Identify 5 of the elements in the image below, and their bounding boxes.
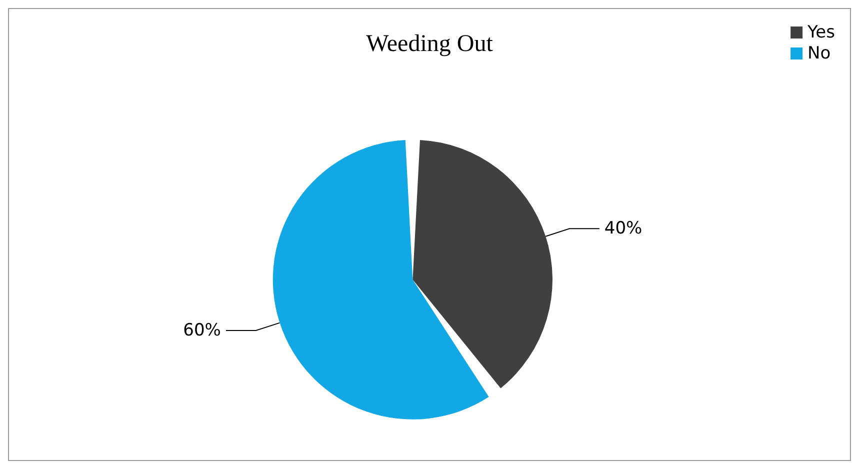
legend-label: No bbox=[808, 44, 831, 64]
data-label: 40% bbox=[604, 218, 642, 239]
chart-title: Weeding Out bbox=[366, 31, 494, 57]
legend-label: Yes bbox=[806, 22, 836, 42]
data-label: 60% bbox=[183, 320, 221, 341]
